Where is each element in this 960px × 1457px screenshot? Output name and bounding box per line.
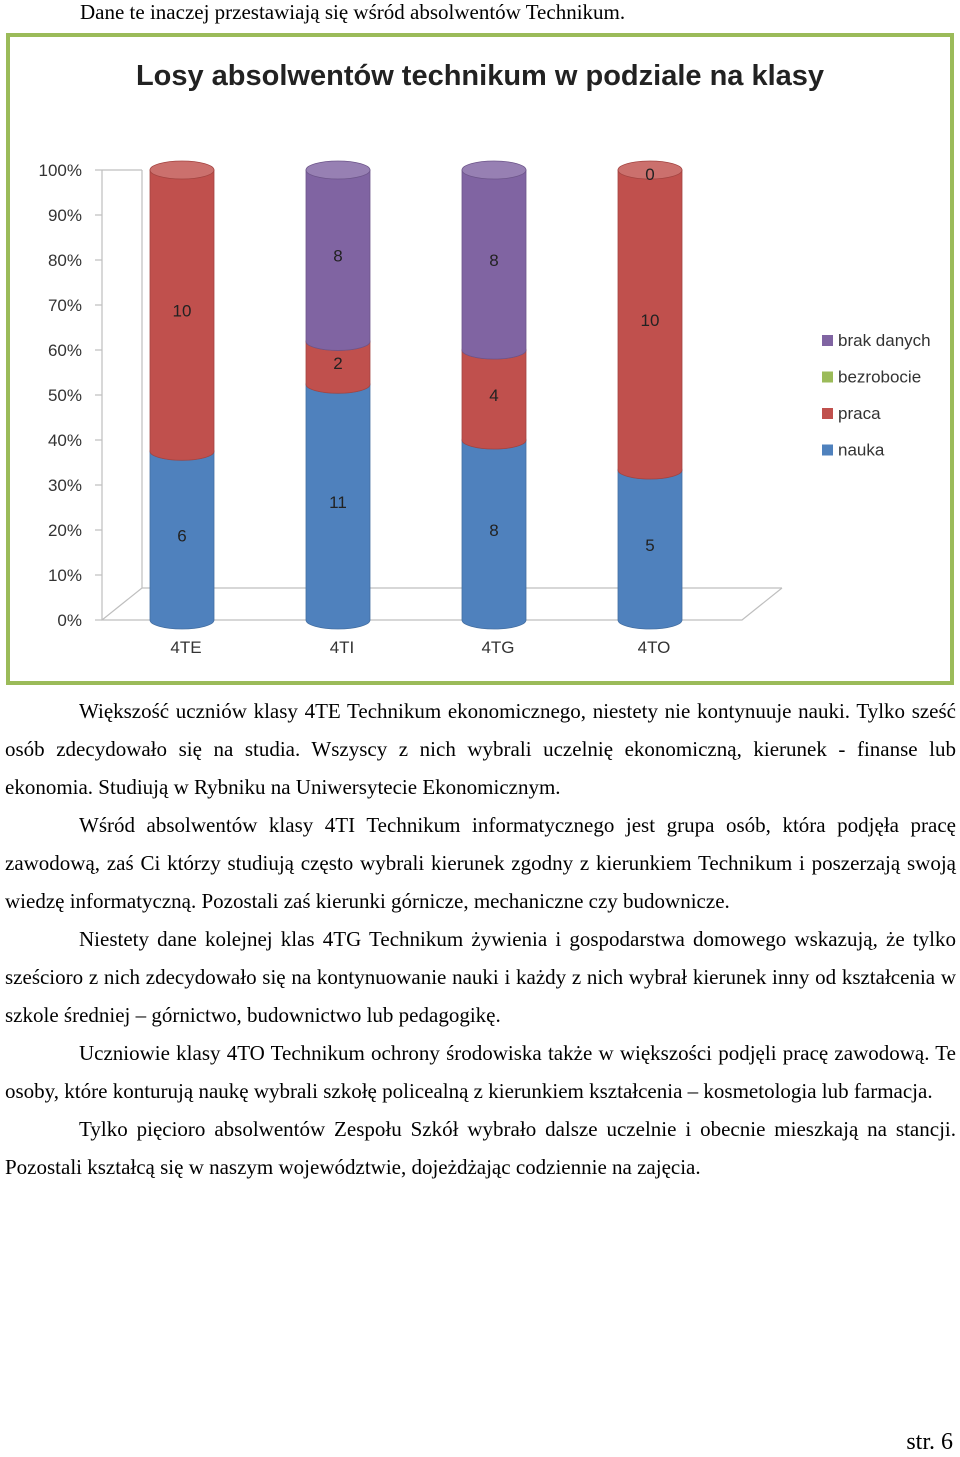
data-label: 8 (489, 521, 498, 540)
legend-label-brak-danych: brak danych (838, 331, 931, 350)
paragraph-summary: Tylko pięcioro absolwentów Zespołu Szkół… (5, 1117, 956, 1179)
chart-title: Losy absolwentów technikum w podziale na… (136, 60, 824, 92)
bar-cap-praca-4TO (617, 160, 683, 180)
paragraph-4te: Większość uczniów klasy 4TE Technikum ek… (5, 699, 956, 799)
data-label: 10 (641, 311, 660, 330)
bar-segment-praca-4TG (461, 349, 527, 450)
y-tick-label: 50% (48, 386, 82, 405)
chart-bars: 6 10 4TE 11 2 8 4TI 8 4 8 4TG 5 10 0 4TO (149, 160, 683, 657)
paragraph-4tg: Niestety dane kolejnej klas 4TG Techniku… (5, 927, 956, 1027)
y-tick-label: 10% (48, 566, 82, 585)
y-tick-label: 20% (48, 521, 82, 540)
bar-segment-praca-4TI (305, 341, 371, 394)
data-label: 2 (333, 354, 342, 373)
bar-segment-brak-danych-4TG (461, 169, 527, 360)
x-tick-label: 4TE (170, 638, 201, 657)
legend-swatch-nauka (822, 444, 833, 456)
bar-segment-nauka-4TG (461, 439, 527, 630)
bar-cap-brak-danych-4TG (461, 160, 527, 180)
chart-floor-depth (101, 587, 143, 621)
x-tick-label: 4TI (330, 638, 355, 657)
legend-swatch-brak-danych (822, 335, 833, 346)
bar-segment-nauka-4TI (305, 383, 371, 630)
page-number: str. 6 (906, 1429, 953, 1455)
paragraph-4ti: Wśród absolwentów klasy 4TI Technikum in… (5, 813, 956, 913)
bar-segment-praca-4TO (617, 169, 683, 480)
y-tick-label: 80% (48, 251, 82, 270)
y-tick-label: 0% (57, 611, 82, 630)
x-tick-label: 4TG (481, 638, 514, 657)
stacked-bar-chart: Losy absolwentów technikum w podziale na… (39, 60, 931, 657)
bar-segment-nauka-4TE (149, 450, 215, 630)
legend-swatch-bezrobocie (822, 371, 833, 383)
data-label: 6 (177, 527, 186, 546)
body-text: Większość uczniów klasy 4TE Technikum ek… (5, 692, 956, 1186)
data-label: 11 (329, 493, 347, 512)
chart-frame: Losy absolwentów technikum w podziale na… (6, 33, 954, 685)
data-label: 8 (333, 247, 342, 266)
data-label: 0 (645, 165, 654, 184)
intro-sentence: Dane te inaczej przestawiają się wśród a… (80, 0, 626, 24)
y-tick-label: 100% (39, 161, 82, 180)
y-tick-label: 70% (48, 296, 82, 315)
paragraph-4to: Uczniowie klasy 4TO Technikum ochrony śr… (5, 1041, 956, 1103)
data-label: 10 (173, 302, 192, 321)
legend-label-nauka: nauka (838, 441, 885, 460)
x-tick-label: 4TO (638, 638, 671, 657)
bar-cap-brak-danych-4TI (305, 160, 371, 180)
bar-segment-nauka-4TO (617, 469, 683, 630)
legend-label-praca: praca (838, 404, 881, 423)
y-tick-label: 30% (48, 476, 82, 495)
legend-label-bezrobocie: bezrobocie (838, 368, 921, 387)
y-tick-label: 60% (48, 341, 82, 360)
legend-swatch-praca (822, 408, 833, 419)
y-tick-label: 90% (48, 206, 82, 225)
chart-legend: brak danych bezrobocie praca nauka (822, 331, 931, 460)
chart-axes: 0% 10% 20% 30% 40% 50% 60% 70% 80% 90% 100% (39, 161, 783, 630)
bar-cap-praca-4TE (149, 160, 215, 180)
y-tick-label: 40% (48, 431, 82, 450)
data-label: 8 (489, 251, 498, 270)
data-label: 5 (645, 536, 654, 555)
bar-segment-brak-danych-4TI (305, 169, 371, 351)
data-label: 4 (489, 386, 498, 405)
bar-segment-praca-4TE (149, 169, 215, 461)
